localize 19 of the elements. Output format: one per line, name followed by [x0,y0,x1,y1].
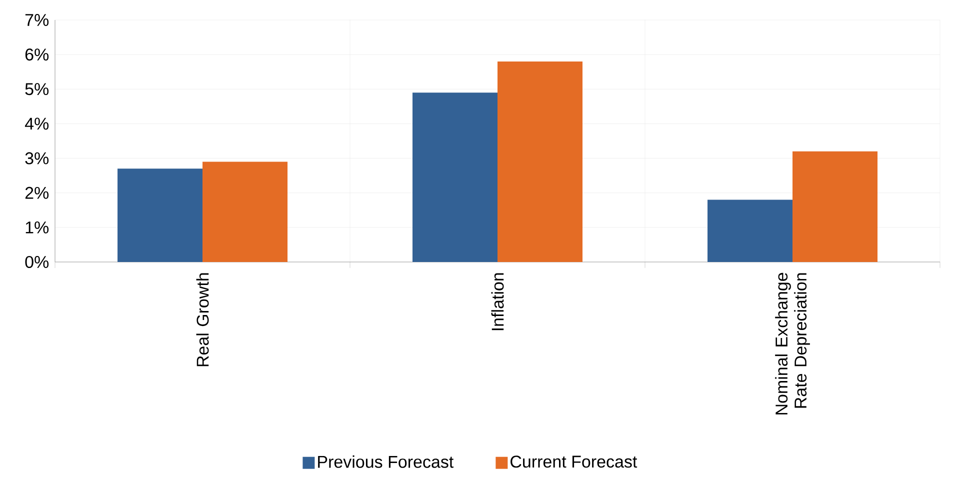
x-tick-label: Real Growth [196,273,209,366]
bar [118,168,203,262]
y-tick-label: 1% [26,221,49,234]
legend-label: Current Forecast [510,456,638,468]
x-tick-label: Inflation [491,273,504,330]
y-tick-label: 6% [25,48,49,61]
x-tick-label: Nominal Exchange Rate Depreciation [775,272,810,414]
y-tick-label: 7% [25,14,49,26]
legend-label: Previous Forecast [318,455,454,468]
y-tick-label: 2% [25,186,49,199]
y-tick-label: 4% [24,118,49,130]
bar [202,162,288,262]
y-tick-label: 0% [25,256,49,268]
y-tick-label: 3% [25,152,49,164]
bar [792,151,878,262]
bar [708,200,792,262]
y-tick-label: 5% [25,83,49,96]
bar [412,92,498,262]
bar [498,61,582,262]
